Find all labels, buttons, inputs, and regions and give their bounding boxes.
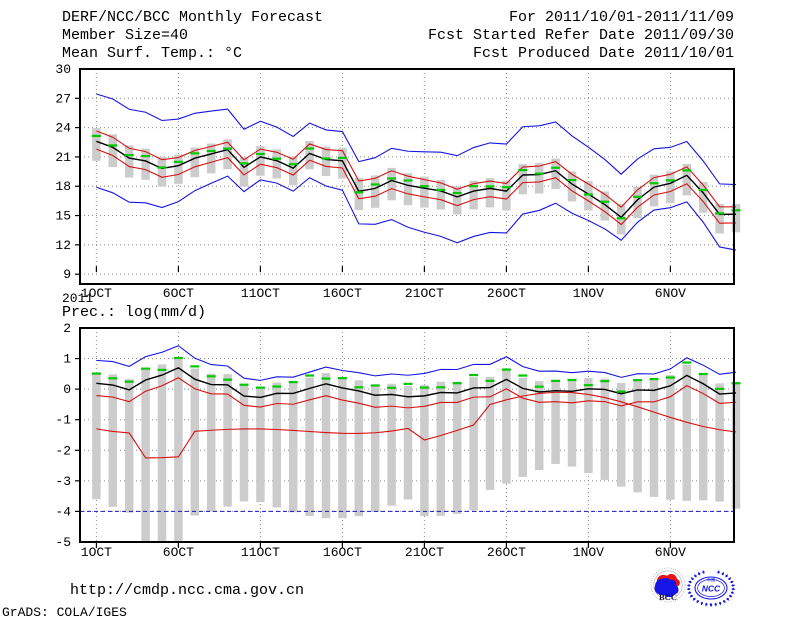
svg-text:6NOV: 6NOV <box>655 286 686 301</box>
svg-text:1OCT: 1OCT <box>81 545 112 560</box>
svg-text:-1: -1 <box>55 413 71 428</box>
svg-text:6OCT: 6OCT <box>163 286 194 301</box>
svg-text:1: 1 <box>63 352 71 367</box>
svg-text:2: 2 <box>63 321 71 336</box>
svg-text:1OCT: 1OCT <box>81 286 112 301</box>
svg-text:26OCT: 26OCT <box>487 286 526 301</box>
svg-text:30: 30 <box>55 62 71 77</box>
svg-text:9: 9 <box>63 267 71 282</box>
svg-text:15: 15 <box>55 209 71 224</box>
svg-text:-2: -2 <box>55 443 71 458</box>
svg-text:6OCT: 6OCT <box>163 545 194 560</box>
svg-text:21OCT: 21OCT <box>405 286 444 301</box>
svg-text:-3: -3 <box>55 474 71 489</box>
svg-text:11OCT: 11OCT <box>241 286 280 301</box>
svg-text:11OCT: 11OCT <box>241 545 280 560</box>
svg-text:6NOV: 6NOV <box>655 545 686 560</box>
svg-text:-4: -4 <box>55 504 71 519</box>
svg-text:24: 24 <box>55 121 71 136</box>
svg-text:中国: 中国 <box>707 577 715 583</box>
svg-text:0: 0 <box>63 382 71 397</box>
svg-text:21OCT: 21OCT <box>405 545 444 560</box>
svg-text:27: 27 <box>55 91 71 106</box>
svg-text:21: 21 <box>55 150 71 165</box>
svg-text:1NOV: 1NOV <box>573 545 604 560</box>
svg-text:-5: -5 <box>55 535 71 550</box>
svg-text:18: 18 <box>55 179 71 194</box>
svg-text:NCC: NCC <box>702 584 721 594</box>
svg-text:26OCT: 26OCT <box>487 545 526 560</box>
svg-text:16OCT: 16OCT <box>323 545 362 560</box>
svg-text:BCC: BCC <box>659 592 677 602</box>
svg-text:1NOV: 1NOV <box>573 286 604 301</box>
svg-text:12: 12 <box>55 238 71 253</box>
svg-text:16OCT: 16OCT <box>323 286 362 301</box>
